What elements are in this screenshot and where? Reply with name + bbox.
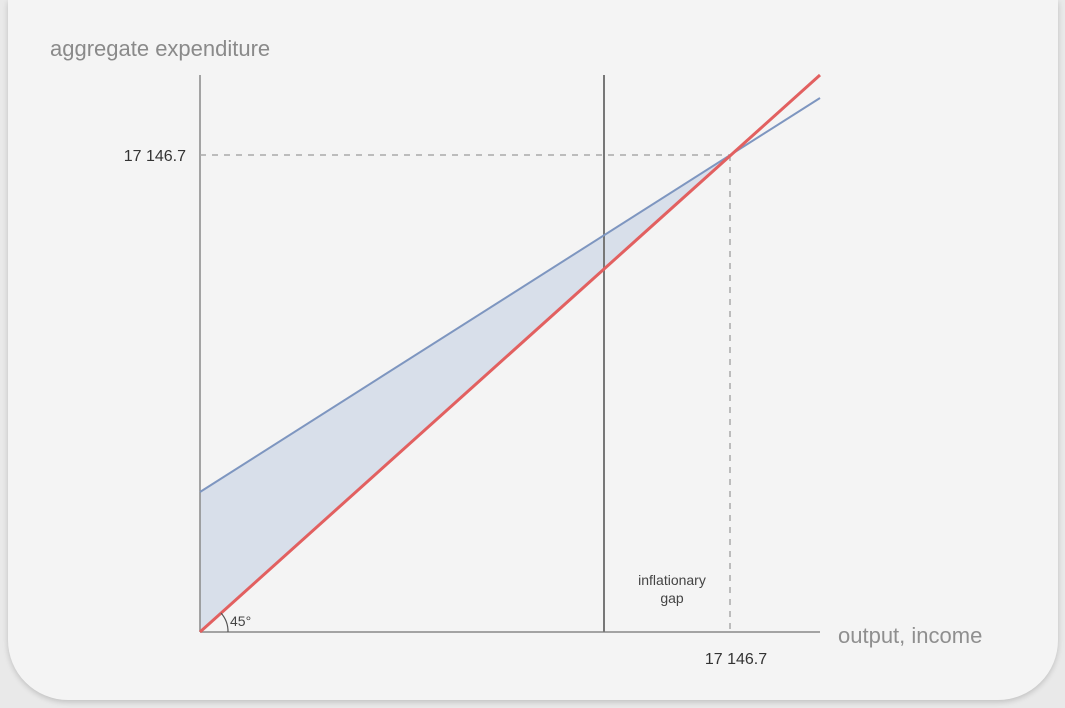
- gap-label-line-1: inflationary: [638, 572, 706, 588]
- gap-label-line-2: gap: [660, 590, 684, 606]
- angle-arc: [220, 612, 229, 633]
- x-equilibrium-tick-label: 17 146.7: [705, 651, 767, 668]
- x-axis-label: output, income: [838, 623, 982, 648]
- inflationary-gap-chart: aggregate expenditure output, income 17 …: [50, 36, 982, 668]
- y-equilibrium-tick-label: 17 146.7: [124, 148, 186, 165]
- chart-card: aggregate expenditure output, income 17 …: [8, 0, 1058, 700]
- y-axis-label: aggregate expenditure: [50, 36, 270, 61]
- aggregate-expenditure-line: [199, 97, 821, 493]
- forty-five-degree-line: [198, 73, 822, 634]
- angle-label: 45°: [230, 613, 251, 629]
